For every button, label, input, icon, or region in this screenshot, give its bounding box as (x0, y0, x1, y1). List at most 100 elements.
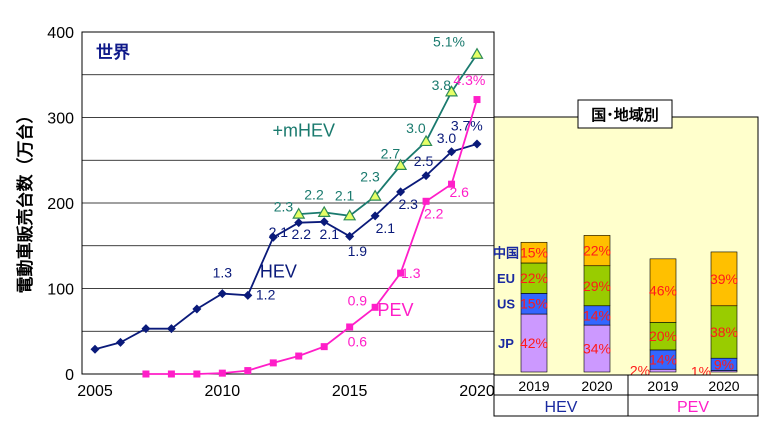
bar-value-label: 39% (710, 271, 738, 287)
data-point (193, 370, 201, 378)
region-label: 中国 (493, 246, 519, 261)
data-point (115, 337, 125, 347)
series-line (94, 143, 478, 351)
data-point (470, 47, 484, 59)
data-label: 2.7 (381, 146, 401, 162)
bar-value-label: 14% (649, 352, 677, 368)
y-tick-label: 400 (47, 25, 74, 42)
data-point (217, 289, 227, 299)
x-tick-label: 2005 (77, 383, 113, 400)
region-stacked-bar-chart: 国･地域別 42%15%22%15%34%14%29%22%2%14%20%46… (493, 99, 759, 417)
bar-group-label: PEV (677, 399, 709, 416)
region-label: EU (497, 271, 515, 286)
data-label: 3.0 (406, 120, 426, 136)
data-label: 2.6 (449, 184, 469, 200)
bar-value-label: 9% (714, 356, 734, 372)
y-tick-label: 0 (65, 367, 74, 384)
data-label: 5.1% (433, 34, 465, 50)
data-point (397, 269, 405, 277)
bar-value-label: 42% (520, 335, 548, 351)
data-point (192, 304, 202, 314)
region-labels: JP US EU 中国 (493, 246, 519, 351)
data-point (268, 232, 278, 242)
data-label: 2.1 (335, 187, 355, 203)
data-point (317, 205, 331, 218)
bar-stack-group: 42%15%22%15%34%14%29%22%2%14%20%46%1% 9%3… (520, 235, 738, 379)
bar-value-label: 34% (583, 341, 611, 357)
region-label: JP (498, 336, 514, 351)
bar-segment (520, 241, 548, 264)
bar-value-label: 29% (583, 278, 611, 294)
bar-segment (710, 251, 738, 307)
bar-value-label: 15% (520, 296, 548, 312)
data-label: 2.2 (304, 187, 324, 203)
data-point (421, 171, 431, 181)
x-tick-label: 2010 (205, 383, 241, 400)
data-point (320, 343, 328, 351)
bar-value-label: 46% (649, 283, 677, 299)
data-point (218, 369, 226, 377)
series-line (145, 99, 478, 375)
bar-value-label: 38% (710, 324, 738, 340)
series-group (90, 47, 484, 378)
bar-value-label: 22% (520, 270, 548, 286)
data-point (167, 370, 175, 378)
bar-segment (520, 313, 548, 373)
data-point (368, 189, 382, 201)
bar-value-label: 22% (583, 243, 611, 259)
data-point (472, 139, 482, 149)
bar-year-label: 2020 (581, 378, 612, 394)
data-point (371, 303, 379, 311)
bar-segment (649, 368, 677, 373)
data-label: 3.0 (437, 130, 457, 146)
data-point (292, 207, 306, 219)
series-label: PEV (377, 300, 413, 320)
data-point (166, 324, 176, 334)
data-label: 2.5 (414, 153, 434, 169)
x-tick-labels: 2005 2010 2015 2020 (77, 383, 495, 400)
data-label: 1.3 (401, 265, 421, 281)
data-point (269, 359, 277, 367)
data-label: 3.8 (432, 77, 452, 93)
bar-value-label: 14% (583, 307, 611, 323)
data-point (394, 158, 408, 170)
bar-year-label: 2020 (708, 378, 739, 394)
x-tick-label: 2015 (332, 383, 368, 400)
grid-lines (82, 74, 494, 332)
data-label: 2.1 (376, 220, 396, 236)
bar-segment (583, 235, 611, 267)
data-label: 0.6 (348, 334, 368, 350)
data-point (370, 211, 380, 221)
data-label: 1.2 (256, 287, 276, 303)
data-point (346, 323, 354, 331)
data-point (345, 231, 355, 241)
data-label: 2.3 (399, 196, 419, 212)
data-label: 1.9 (348, 243, 368, 259)
data-point (473, 96, 481, 104)
data-label: 2.1 (320, 226, 340, 242)
data-label: 2.2 (292, 226, 312, 242)
region-label: US (497, 297, 515, 312)
bar-segment (710, 305, 738, 359)
bar-value-label: 20% (649, 328, 677, 344)
data-point (319, 217, 329, 227)
bar-year-label: 2019 (518, 378, 549, 394)
series-line (298, 53, 478, 217)
bar-segment (649, 258, 677, 323)
data-point (295, 352, 303, 360)
data-point (396, 187, 406, 197)
data-label: 2.1 (269, 224, 289, 240)
data-point (90, 344, 100, 354)
y-axis-label: 電動車販売台数（万台） (15, 107, 35, 294)
data-point (141, 324, 151, 334)
bar-title-box (577, 99, 673, 129)
data-label: 1.3 (213, 264, 233, 280)
data-point (422, 197, 430, 205)
annotations-group: 1.31.22.1 2.2 2.11.92.12.32.53.03.7%2.32.2… (213, 34, 486, 350)
bar-value-label: 15% (520, 245, 548, 261)
x-tick-label: 2020 (459, 383, 495, 400)
data-point (244, 367, 252, 375)
data-label: 4.3% (453, 72, 485, 88)
